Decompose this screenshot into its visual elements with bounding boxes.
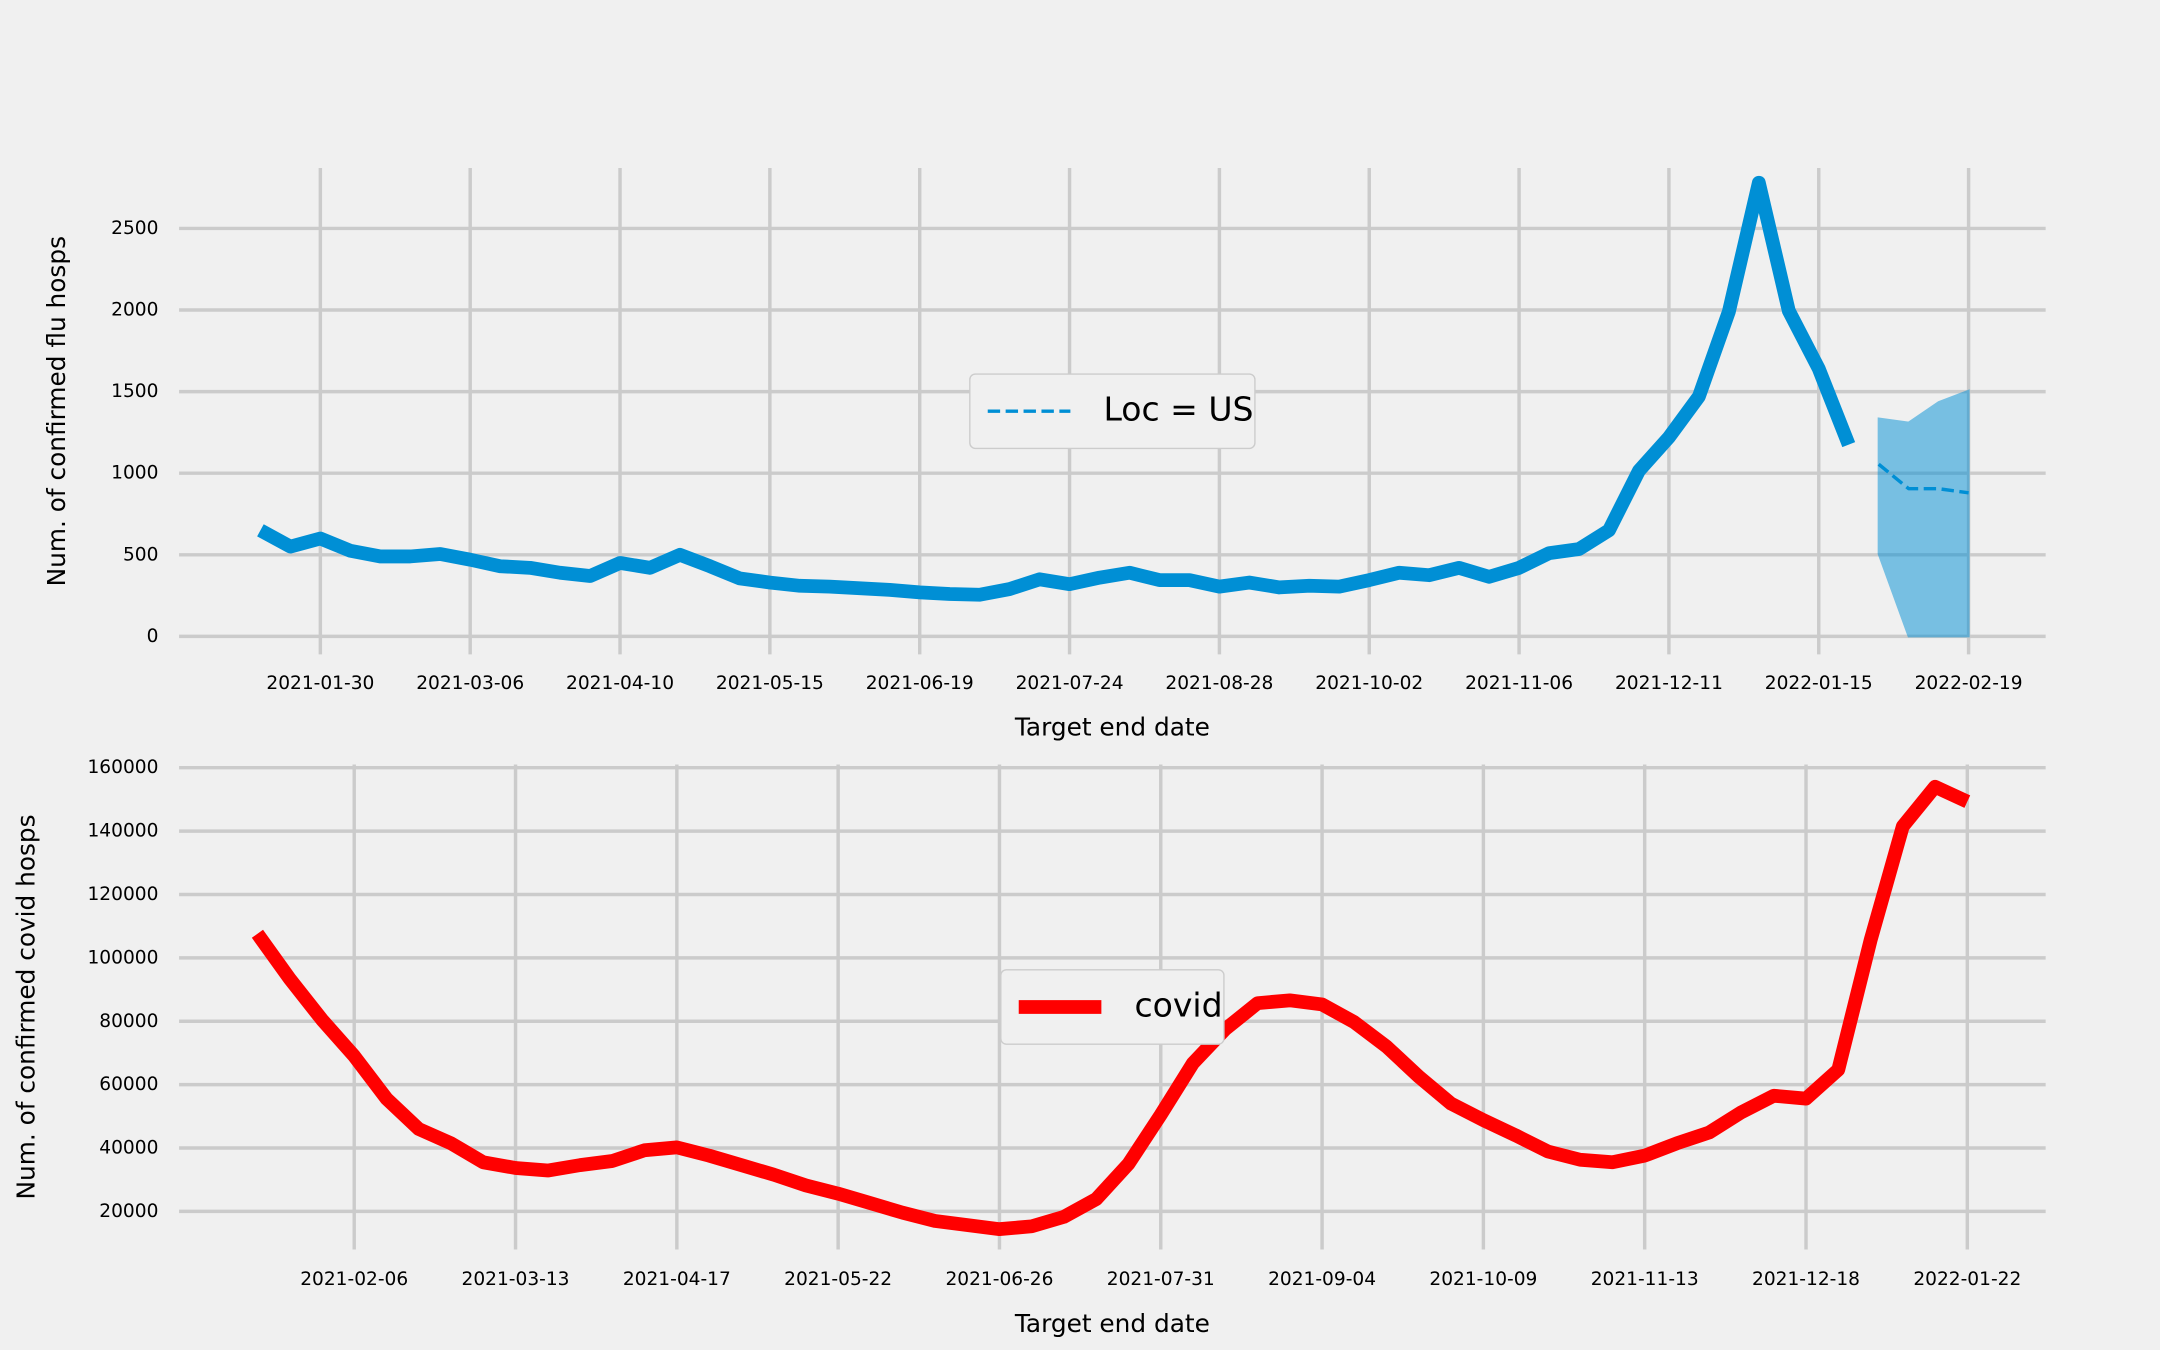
x-tick-label: 2021-12-11 bbox=[1615, 673, 1723, 694]
x-tick-label: 2021-08-28 bbox=[1165, 673, 1273, 694]
x-tick-label: 2021-06-19 bbox=[866, 673, 974, 694]
series-line bbox=[257, 175, 1856, 602]
y-tick-label: 60000 bbox=[99, 1074, 158, 1095]
y-tick-label: 1000 bbox=[111, 463, 158, 484]
x-tick-label: 2022-02-19 bbox=[1915, 673, 2023, 694]
y-axis-label: Num. of confirmed covid hosps bbox=[12, 814, 41, 1199]
x-tick-label: 2021-07-31 bbox=[1107, 1269, 1215, 1290]
x-tick-label: 2021-04-17 bbox=[623, 1269, 731, 1290]
y-tick-label: 2000 bbox=[111, 300, 158, 321]
x-tick-label: 2021-10-09 bbox=[1429, 1269, 1537, 1290]
x-tick-label: 2021-05-22 bbox=[784, 1269, 892, 1290]
y-axis-label: Num. of confirmed flu hosps bbox=[42, 236, 71, 586]
y-tick-label: 40000 bbox=[99, 1138, 158, 1159]
legend-box bbox=[1000, 969, 1225, 1045]
x-axis-label: Target end date bbox=[1014, 713, 1210, 742]
y-tick-label: 140000 bbox=[87, 821, 158, 842]
y-tick-label: 2500 bbox=[111, 218, 158, 239]
legend: Loc = US bbox=[969, 373, 1256, 450]
y-tick-label: 80000 bbox=[99, 1011, 158, 1032]
x-tick-label: 2021-01-30 bbox=[266, 673, 374, 694]
series-line bbox=[1877, 462, 1969, 495]
y-tick-label: 20000 bbox=[99, 1201, 158, 1222]
y-tick-label: 120000 bbox=[87, 884, 158, 905]
x-tick-label: 2022-01-15 bbox=[1765, 673, 1873, 694]
legend-label: covid bbox=[1134, 985, 1222, 1024]
legend-label: Loc = US bbox=[1103, 390, 1253, 429]
x-tick-label: 2021-03-06 bbox=[416, 673, 524, 694]
x-tick-label: 2021-06-26 bbox=[945, 1269, 1053, 1290]
x-tick-label: 2021-09-04 bbox=[1268, 1269, 1376, 1290]
x-tick-label: 2021-04-10 bbox=[566, 673, 674, 694]
y-tick-label: 500 bbox=[123, 544, 158, 565]
y-tick-label: 100000 bbox=[87, 947, 158, 968]
x-tick-label: 2021-03-13 bbox=[462, 1269, 570, 1290]
x-tick-label: 2021-05-15 bbox=[716, 673, 824, 694]
legend-box bbox=[969, 373, 1256, 450]
x-tick-label: 2021-11-13 bbox=[1591, 1269, 1699, 1290]
y-tick-label: 0 bbox=[147, 626, 159, 647]
x-tick-label: 2021-11-06 bbox=[1465, 673, 1573, 694]
y-tick-label: 1500 bbox=[111, 381, 158, 402]
series-line bbox=[251, 779, 1971, 1237]
x-tick-label: 2021-07-24 bbox=[1016, 673, 1124, 694]
forecast-band bbox=[1877, 389, 1970, 638]
legend: covid bbox=[1000, 969, 1225, 1045]
y-tick-label: 160000 bbox=[87, 757, 158, 778]
x-tick-label: 2021-12-18 bbox=[1752, 1269, 1860, 1290]
x-tick-label: 2022-01-22 bbox=[1913, 1269, 2021, 1290]
x-tick-label: 2021-10-02 bbox=[1315, 673, 1423, 694]
x-axis-label: Target end date bbox=[1014, 1309, 1210, 1338]
x-tick-label: 2021-02-06 bbox=[300, 1269, 408, 1290]
